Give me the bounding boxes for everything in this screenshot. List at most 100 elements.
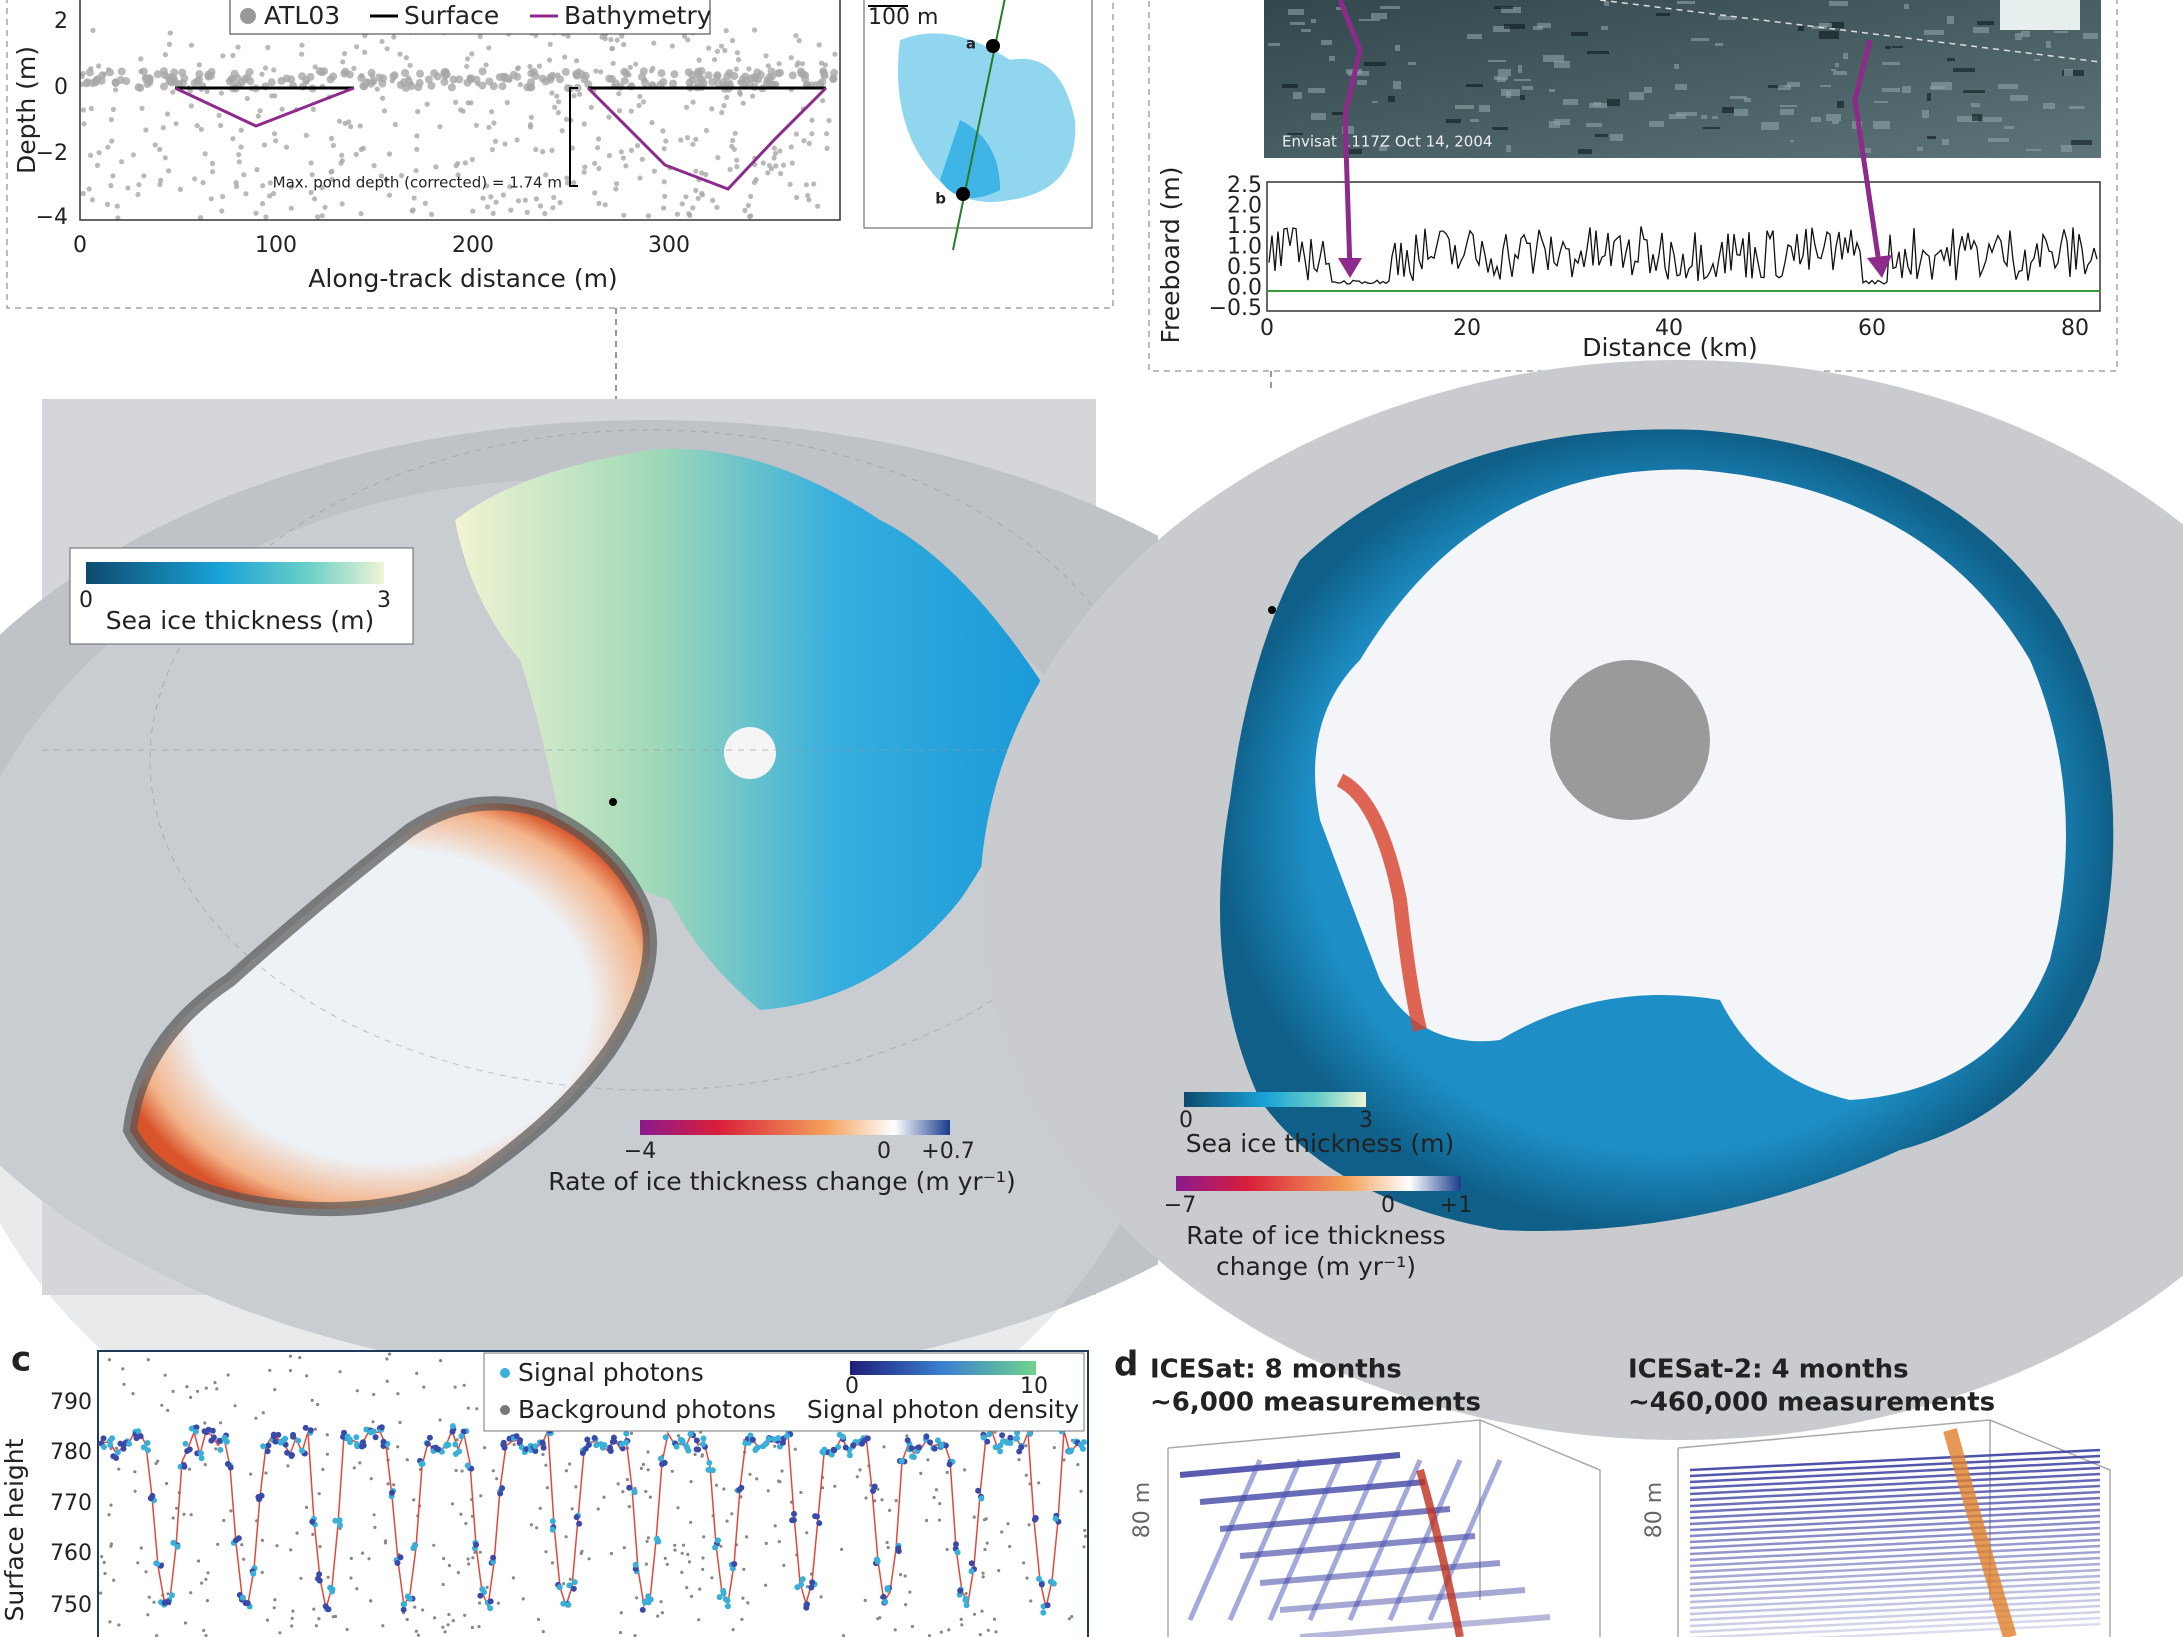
photon xyxy=(288,205,294,211)
signal-photon xyxy=(1080,1445,1086,1452)
photon xyxy=(380,95,386,101)
photon xyxy=(513,72,522,81)
background-photon xyxy=(568,1462,572,1466)
photon xyxy=(480,195,486,201)
legend-entry: Bathymetry xyxy=(564,1,712,30)
photon xyxy=(94,162,101,168)
signal-photon xyxy=(1007,1434,1014,1441)
background-photon xyxy=(485,1585,489,1589)
background-photon xyxy=(544,1463,548,1467)
photon xyxy=(699,170,705,176)
background-photon xyxy=(766,1489,770,1493)
ice-floe xyxy=(2071,140,2092,145)
photon xyxy=(538,74,547,83)
signal-photon xyxy=(861,1437,868,1444)
signal-photon xyxy=(540,1444,547,1451)
ice-floe xyxy=(1864,148,1871,153)
signal-photon xyxy=(565,1601,572,1608)
track xyxy=(1187,1458,1263,1622)
background-photon xyxy=(932,1495,936,1500)
signal-photon xyxy=(499,1485,506,1492)
signal-photon xyxy=(210,1434,217,1441)
photon xyxy=(79,73,85,79)
photon xyxy=(340,69,349,78)
ice-floe xyxy=(1379,146,1387,151)
ice-floe xyxy=(1761,122,1779,130)
photon xyxy=(574,58,580,64)
ice-floe xyxy=(2061,145,2072,152)
background-photon xyxy=(700,1454,704,1458)
ice-floe xyxy=(1455,105,1474,109)
signal-photon xyxy=(809,1579,816,1586)
signal-photon xyxy=(898,1458,905,1464)
photon xyxy=(138,56,144,62)
photon xyxy=(628,108,634,114)
background-photon xyxy=(840,1547,844,1551)
photon xyxy=(623,163,629,169)
photon xyxy=(397,51,403,57)
signal-photon xyxy=(753,1445,760,1452)
background-photon xyxy=(216,1542,220,1546)
background-photon xyxy=(261,1411,265,1415)
scale-label: 80 m xyxy=(1130,1482,1155,1538)
signal-photon xyxy=(984,1438,991,1445)
track-line xyxy=(1599,0,2101,63)
signal-photon xyxy=(549,1518,556,1525)
background-photon xyxy=(233,1404,237,1408)
photon xyxy=(760,160,766,166)
background-photon xyxy=(182,1512,186,1516)
background-photon xyxy=(226,1373,230,1377)
background-photon xyxy=(413,1605,417,1609)
photon xyxy=(592,160,598,166)
background-photon xyxy=(616,1482,620,1486)
ice-floe xyxy=(1498,69,1511,76)
photon xyxy=(581,121,587,127)
photon xyxy=(187,88,193,94)
signal-photon xyxy=(724,1603,731,1610)
photon xyxy=(540,149,546,155)
signal-photon xyxy=(816,1520,823,1527)
signal-photon xyxy=(700,1435,707,1442)
background-photon xyxy=(1070,1615,1074,1619)
background-photon xyxy=(939,1630,943,1634)
ice-floe xyxy=(1311,19,1316,23)
photon xyxy=(699,190,705,197)
photon xyxy=(173,121,179,127)
background-photon xyxy=(204,1386,208,1390)
ice-floe xyxy=(1604,1,1609,6)
signal-photon xyxy=(904,1437,911,1444)
background-photon xyxy=(454,1468,458,1473)
photon xyxy=(703,171,709,178)
ice-floe xyxy=(1832,121,1839,124)
ice-floe xyxy=(2021,31,2030,37)
photon xyxy=(820,98,826,104)
photon xyxy=(160,125,166,131)
photon xyxy=(257,108,263,114)
ice-floe xyxy=(1977,21,1994,25)
ice-floe xyxy=(1290,22,1305,25)
freeboard-line xyxy=(1268,226,2098,285)
background-photon xyxy=(447,1563,451,1568)
background-photon xyxy=(1082,1545,1086,1549)
photon xyxy=(733,66,739,72)
background-photon xyxy=(938,1502,942,1506)
background-photon xyxy=(222,1518,226,1523)
ice-floe xyxy=(1501,7,1521,13)
photon xyxy=(793,33,799,39)
track xyxy=(1689,1592,2101,1616)
background-photon xyxy=(1000,1530,1004,1534)
photon xyxy=(139,105,145,111)
background-photon xyxy=(133,1489,137,1493)
track xyxy=(1689,1580,2101,1604)
signal-photon xyxy=(808,1584,815,1591)
signal-photon xyxy=(424,1440,431,1447)
photon xyxy=(682,33,688,39)
photon xyxy=(543,172,549,178)
ice-floe xyxy=(1595,134,1608,137)
ice-floe xyxy=(1493,26,1510,32)
background-photon xyxy=(886,1545,890,1550)
signal-photon xyxy=(968,1560,975,1567)
signal-photon xyxy=(962,1597,969,1603)
photon xyxy=(310,106,316,112)
background-photon xyxy=(562,1582,566,1586)
